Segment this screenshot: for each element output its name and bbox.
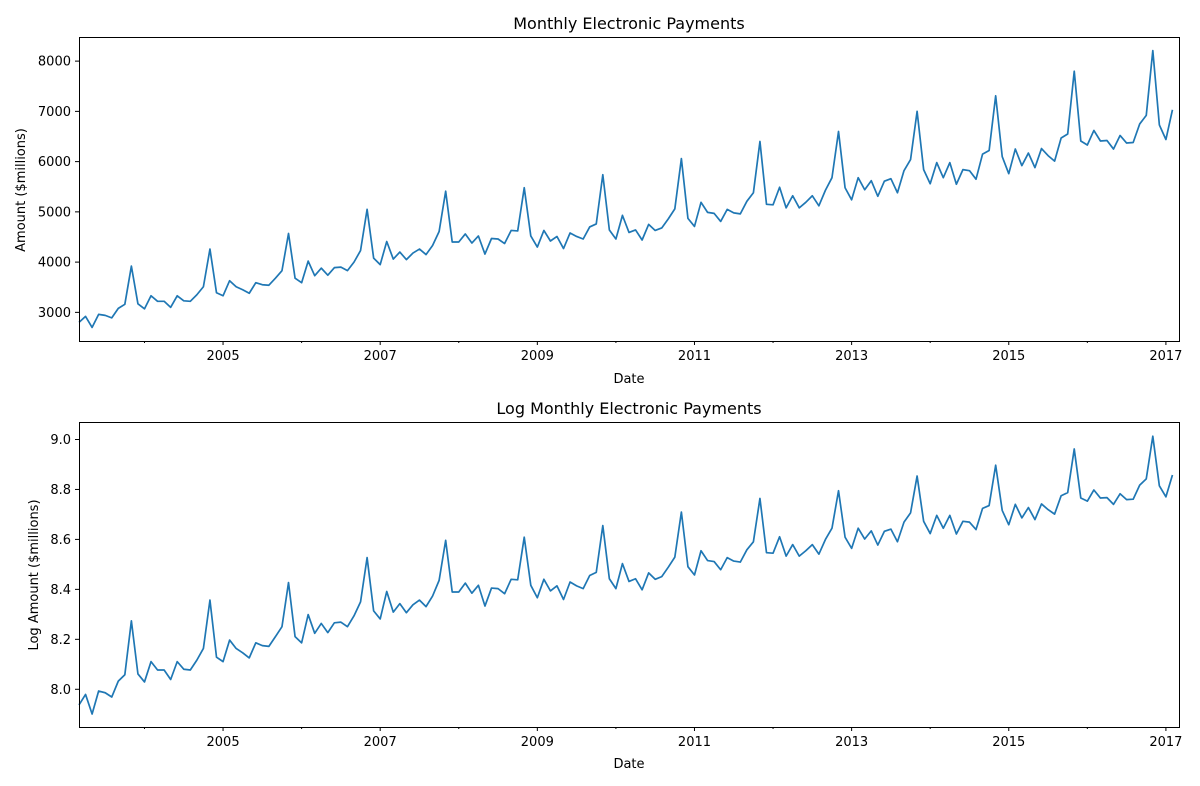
y-tick-label: 3000: [38, 306, 71, 321]
series-line: [78, 49, 1174, 329]
y-tick-label: 8.6: [50, 533, 71, 548]
x-tick-label: 2011: [678, 349, 711, 364]
chart-panel-amount: Monthly Electronic Payments Date Amount …: [14, 14, 1182, 387]
series-line: [78, 435, 1174, 715]
chart-title: Monthly Electronic Payments: [513, 14, 744, 33]
y-tick-label: 8.4: [50, 583, 71, 598]
y-tick-label: 8.8: [50, 483, 71, 498]
y-tick-label: 4000: [38, 256, 71, 271]
axis-ticks: 3000 4000 5000 6000 7000 8000 2005 2007 2009 2011…: [38, 55, 1183, 364]
x-tick-label: 2013: [835, 735, 868, 750]
y-tick-label: 6000: [38, 155, 71, 170]
chart-title: Log Monthly Electronic Payments: [496, 399, 761, 418]
x-axis-label: Date: [613, 372, 644, 387]
x-tick-label: 2015: [992, 735, 1025, 750]
y-tick-label: 9.0: [50, 433, 71, 448]
x-tick-label: 2007: [364, 735, 397, 750]
x-tick-label: 2015: [992, 349, 1025, 364]
x-tick-label: 2009: [521, 349, 554, 364]
x-tick-label: 2011: [678, 735, 711, 750]
x-tick-label: 2009: [521, 735, 554, 750]
x-tick-label: 2013: [835, 349, 868, 364]
chart-panel-log-amount: Log Monthly Electronic Payments Date Log…: [27, 399, 1182, 772]
axis-ticks: 8.0 8.2 8.4 8.6 8.8 9.0 2005 2007 2009 2011 2013 20…: [50, 433, 1182, 750]
y-tick-label: 8.0: [50, 683, 71, 698]
x-tick-label: 2005: [207, 349, 240, 364]
plot-frame: [79, 37, 1180, 342]
y-tick-label: 8000: [38, 55, 71, 70]
x-axis-label: Date: [613, 757, 644, 772]
x-tick-label: 2017: [1149, 349, 1182, 364]
x-tick-label: 2007: [364, 349, 397, 364]
y-tick-label: 7000: [38, 105, 71, 120]
y-tick-label: 8.2: [50, 633, 71, 648]
x-tick-label: 2017: [1149, 735, 1182, 750]
y-axis-label: Log Amount ($millions): [27, 499, 42, 650]
y-tick-label: 5000: [38, 205, 71, 220]
x-tick-label: 2005: [207, 735, 240, 750]
y-axis-label: Amount ($millions): [14, 128, 29, 252]
plot-frame: [79, 422, 1180, 728]
